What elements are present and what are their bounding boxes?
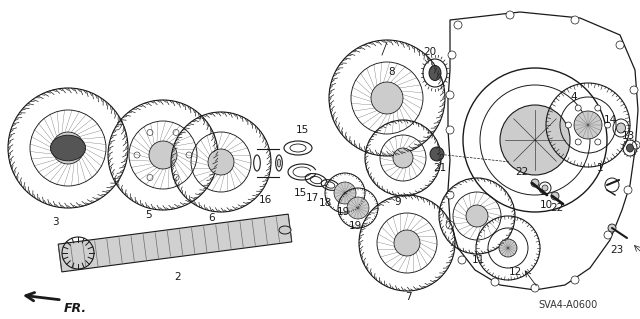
Circle shape [500,105,570,175]
Circle shape [208,149,234,175]
Ellipse shape [429,65,441,80]
Text: 8: 8 [388,67,396,77]
Text: 20: 20 [424,47,436,57]
Text: 13: 13 [621,131,635,141]
Circle shape [608,224,616,232]
Circle shape [466,205,488,227]
Text: 15: 15 [296,125,308,135]
Circle shape [595,105,601,111]
Text: 5: 5 [145,210,151,220]
Text: 21: 21 [433,163,447,173]
Text: 10: 10 [540,200,552,210]
Circle shape [149,141,177,169]
Circle shape [448,51,456,59]
Circle shape [575,139,581,145]
Circle shape [542,185,548,191]
Circle shape [186,152,192,158]
Ellipse shape [310,176,322,184]
Circle shape [595,139,601,145]
Circle shape [565,122,572,128]
Ellipse shape [279,226,291,234]
Text: 19: 19 [348,221,362,231]
Text: 12: 12 [508,267,522,277]
Circle shape [531,284,539,292]
Text: 2: 2 [175,272,181,282]
Circle shape [571,276,579,284]
Circle shape [393,148,413,168]
Circle shape [506,11,514,19]
Text: 7: 7 [404,292,412,302]
Circle shape [624,186,632,194]
Text: 4: 4 [571,92,577,102]
Ellipse shape [51,135,86,161]
Text: FR.: FR. [64,302,87,315]
Text: 17: 17 [305,193,319,203]
Text: 15: 15 [293,188,307,198]
Ellipse shape [290,144,306,152]
Circle shape [458,256,466,264]
Circle shape [147,174,153,181]
Text: 3: 3 [52,217,58,227]
Circle shape [371,82,403,114]
Circle shape [604,231,612,239]
Circle shape [334,182,356,204]
Circle shape [632,141,640,149]
Circle shape [616,41,624,49]
Circle shape [147,130,153,136]
Circle shape [446,126,454,134]
Text: 16: 16 [259,195,271,205]
Circle shape [347,197,369,219]
Circle shape [574,111,602,139]
Text: SVA4-A0600: SVA4-A0600 [538,300,598,310]
Polygon shape [58,214,292,272]
Circle shape [446,91,454,99]
Circle shape [575,105,581,111]
Text: 22: 22 [550,203,564,213]
Text: 18: 18 [318,198,332,208]
Text: 14: 14 [604,115,616,125]
Circle shape [173,174,179,181]
Circle shape [531,179,539,187]
Text: 19: 19 [337,207,349,217]
Text: 6: 6 [209,213,215,223]
Ellipse shape [627,144,634,152]
Circle shape [446,221,454,229]
Circle shape [430,147,444,161]
Circle shape [605,122,611,128]
Text: 11: 11 [472,255,484,265]
Text: 1: 1 [596,163,604,173]
Circle shape [446,191,454,199]
Text: 22: 22 [515,167,529,177]
Text: 23: 23 [611,245,623,255]
Circle shape [52,132,84,164]
Circle shape [571,16,579,24]
Circle shape [454,21,462,29]
Circle shape [134,152,140,158]
Circle shape [394,230,420,256]
Circle shape [173,130,179,136]
Circle shape [491,278,499,286]
Ellipse shape [616,123,625,133]
Text: 9: 9 [395,197,401,207]
Circle shape [630,86,638,94]
Ellipse shape [277,159,281,167]
Ellipse shape [325,182,335,188]
Circle shape [499,239,517,257]
Circle shape [551,192,559,200]
